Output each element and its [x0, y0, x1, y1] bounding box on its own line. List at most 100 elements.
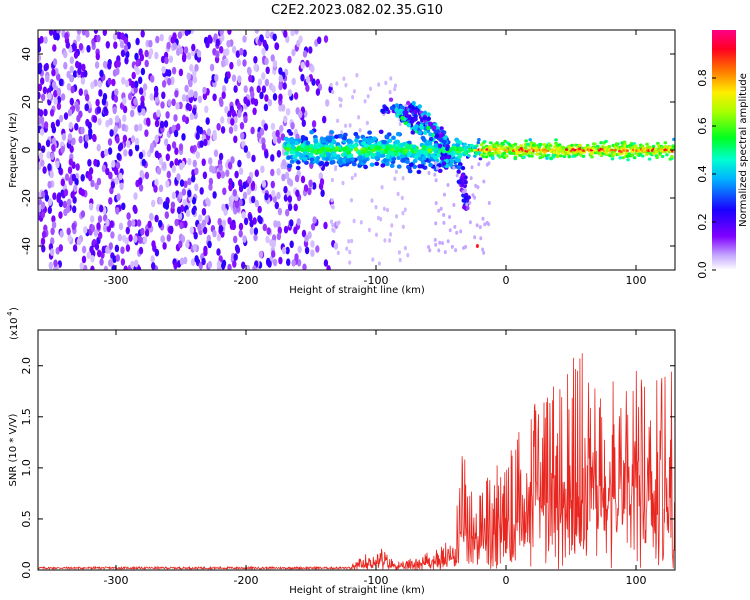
- spectrogram-cell: [428, 121, 433, 127]
- spectrogram-cell: [112, 32, 118, 41]
- spectrogram-cell: [79, 262, 84, 270]
- spectrogram-cell: [450, 146, 456, 152]
- spectrogram-cell: [401, 157, 406, 163]
- spectrogram-cell: [174, 147, 179, 155]
- spectrogram-cell: [391, 135, 396, 140]
- spectrogram-cell: [610, 148, 614, 152]
- spectrogram-cell: [274, 201, 279, 210]
- spectrogram-cell: [80, 126, 85, 135]
- spectrogram-cell: [41, 145, 46, 153]
- spectrogram-cell: [358, 128, 362, 133]
- spectrogram-cell: [289, 240, 294, 249]
- spectrogram-cell: [504, 154, 509, 158]
- spectrogram-cell: [263, 123, 268, 131]
- spectrogram-cell: [435, 133, 440, 138]
- spectrogram-cell: [343, 132, 348, 137]
- spectrogram-cell: [420, 135, 426, 141]
- spectrogram-cell: [102, 93, 108, 101]
- spectrogram-cell: [537, 145, 542, 149]
- spectrogram-cell: [399, 110, 404, 115]
- spectrogram-cell: [50, 152, 55, 160]
- spectrogram-cell: [65, 41, 71, 49]
- spectrogram-cell: [296, 160, 301, 165]
- spectrogram-cell: [125, 226, 130, 235]
- spectrogram-cell: [40, 201, 46, 210]
- spectrogram-cell: [283, 225, 289, 234]
- spectrogram-cell: [172, 42, 177, 50]
- spectrogram-cell: [154, 248, 160, 257]
- spectrogram-cell: [130, 80, 135, 89]
- spectrogram-cell: [134, 52, 139, 61]
- spectrogram-cell: [412, 164, 418, 169]
- spectrogram-cell: [275, 129, 280, 138]
- spectrogram-cell: [136, 266, 142, 270]
- spectrogram-cell: [350, 238, 354, 244]
- spectrogram-cell: [378, 129, 384, 134]
- x-tick-label: -200: [234, 274, 259, 287]
- spectrogram-cell: [294, 174, 300, 183]
- spectrogram-cell: [388, 238, 392, 243]
- spectrogram-cell: [482, 179, 486, 184]
- spectrogram-cell: [377, 82, 381, 87]
- spectrogram-cell: [428, 136, 434, 142]
- spectrogram-cell: [106, 224, 112, 233]
- spectrogram-cell: [484, 155, 489, 159]
- spectrogram-cell: [163, 120, 169, 128]
- spectrogram-cell: [288, 131, 294, 136]
- spectrogram-cell: [202, 171, 208, 180]
- spectrogram-cell: [267, 260, 272, 268]
- spectrogram-cell: [53, 97, 58, 105]
- spectrogram-cell: [203, 138, 208, 147]
- spectrogram-cell: [164, 211, 169, 219]
- spectrogram-cell: [421, 144, 427, 150]
- spectrogram-cell: [367, 130, 372, 135]
- spectrogram-cell: [108, 242, 114, 250]
- spectrogram-cell: [93, 158, 98, 167]
- spectrogram-cell: [323, 35, 329, 43]
- spectrogram-cell: [69, 65, 74, 74]
- spectrogram-cell: [220, 170, 226, 179]
- spectrogram-cell: [363, 164, 368, 170]
- spectrogram-cell: [101, 164, 107, 173]
- spectrogram-cell: [44, 62, 49, 71]
- spectrogram-cell: [310, 65, 315, 73]
- spectrogram-cell: [416, 169, 422, 175]
- spectrogram-cell: [291, 48, 296, 57]
- spectrogram-cell: [159, 33, 164, 42]
- spectrogram-cell: [243, 217, 249, 226]
- spectrogram-cell: [83, 69, 88, 78]
- spectrogram-cell: [159, 120, 165, 129]
- spectrogram-cell: [149, 212, 154, 221]
- spectrogram-cell: [178, 46, 184, 55]
- spectrogram-cell: [325, 147, 331, 152]
- spectrogram-cell: [221, 85, 227, 93]
- spectrogram-cell: [192, 75, 198, 84]
- snr-y-scale-exp: 4: [6, 311, 14, 316]
- spectrogram-cell: [352, 218, 356, 224]
- spectrogram-cell: [180, 235, 186, 243]
- spectrogram-cell: [241, 261, 246, 270]
- spectrogram-cell: [519, 144, 524, 148]
- spectrogram-cell: [468, 200, 472, 205]
- spectrogram-cell: [161, 91, 166, 100]
- spectrogram-cell: [359, 220, 363, 225]
- spectrogram-cell: [134, 124, 139, 132]
- spectrogram-cell: [189, 64, 194, 72]
- spectrogram-cell: [443, 250, 447, 255]
- spectrogram-cell: [292, 154, 298, 159]
- spectrogram-cell: [108, 171, 113, 180]
- spectrogram-cell: [271, 234, 277, 242]
- spectrogram-cell: [375, 232, 378, 237]
- spectrogram-cell: [621, 156, 625, 160]
- spectrogram-cell: [93, 229, 99, 237]
- spectrogram-cell: [191, 196, 197, 205]
- spectrogram-cell: [232, 189, 237, 197]
- spectrogram-cell: [136, 219, 142, 227]
- spectrogram-cell: [61, 133, 67, 141]
- spectrogram-cell: [271, 85, 276, 93]
- spectrogram-cell: [647, 157, 652, 161]
- spectrogram-cell: [65, 205, 71, 214]
- spectrogram-cell: [175, 102, 180, 110]
- spectrogram-cell: [613, 148, 617, 152]
- spectrogram-cell: [460, 165, 466, 171]
